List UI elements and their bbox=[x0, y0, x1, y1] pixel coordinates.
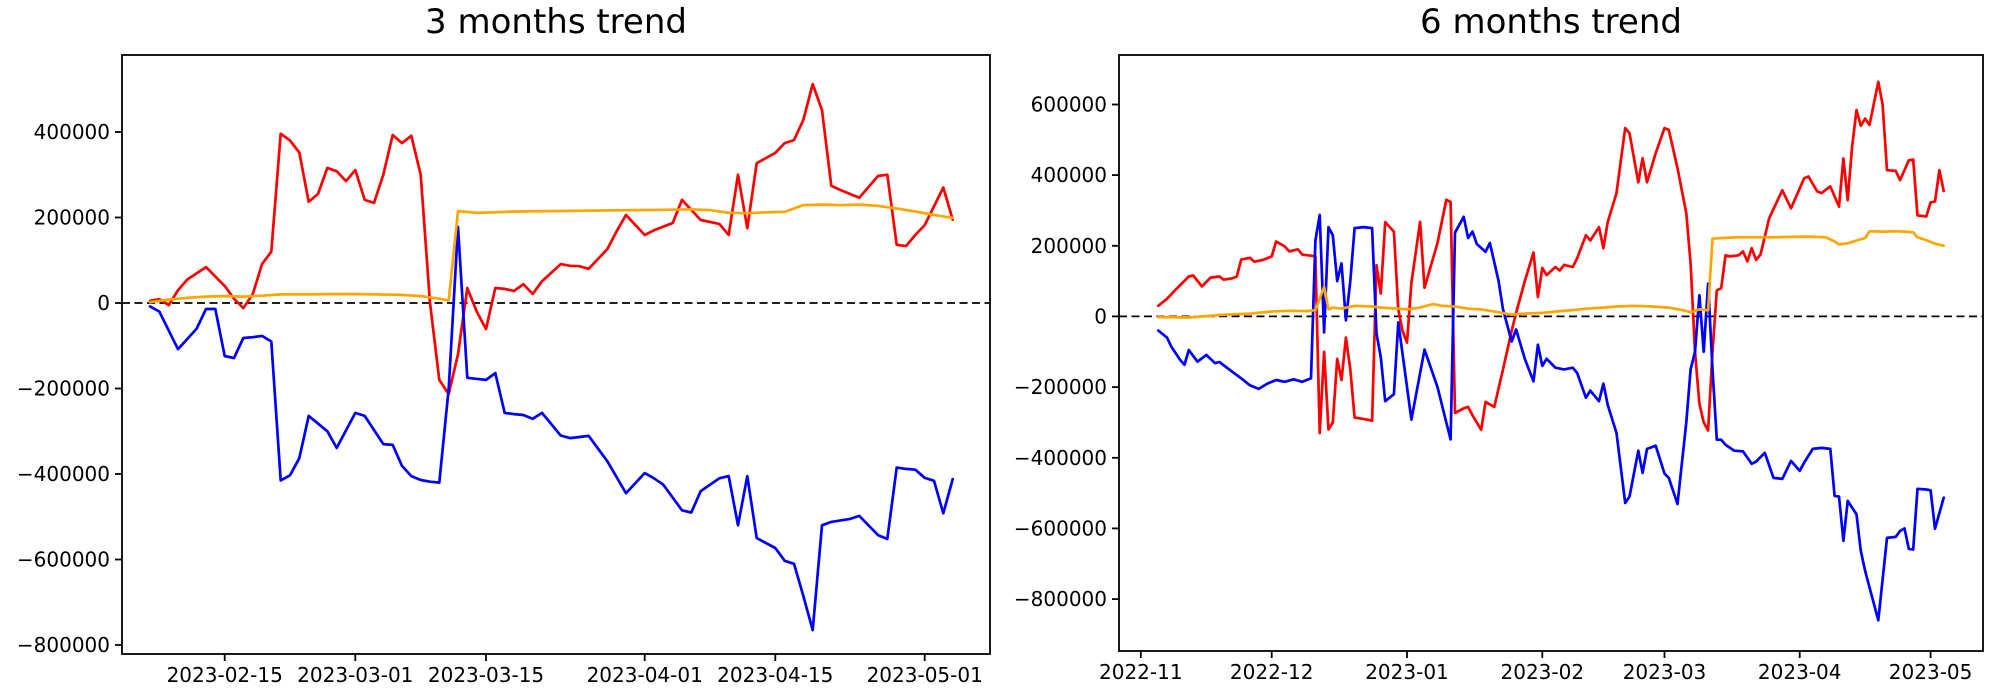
y-tick-label: 0 bbox=[1094, 304, 1107, 328]
series-orange bbox=[1156, 229, 1946, 319]
y-tick-label: −200000 bbox=[17, 377, 110, 401]
x-tick-label: 2023-02-15 bbox=[167, 663, 283, 687]
chart-title-6-months: 6 months trend bbox=[1420, 2, 1682, 42]
plot-area-6-months: 2022-11 2022-12 2023-01 2023-02 2023-03 2023-… bbox=[1014, 54, 1984, 684]
chart-3-months-trend: 3 months trend 2023-02-15 2023-03-01 2023-… bbox=[17, 2, 991, 687]
y-tick-label: −600000 bbox=[1014, 516, 1107, 540]
y-tick-label: −400000 bbox=[1014, 446, 1107, 470]
chart-6-months-trend: 6 months trend 2022-11 2022-12 2023-01 2023… bbox=[1014, 2, 1984, 684]
chart-title-3-months: 3 months trend bbox=[425, 2, 687, 42]
y-tick-label: −200000 bbox=[1014, 375, 1107, 399]
y-tick-label: −800000 bbox=[17, 633, 110, 657]
y-tick-label: 600000 bbox=[1031, 93, 1107, 117]
y-tick-label: −800000 bbox=[1014, 587, 1107, 611]
x-tick-label: 2023-01 bbox=[1365, 660, 1449, 684]
series-orange bbox=[148, 203, 955, 304]
x-tick-label: 2022-12 bbox=[1230, 660, 1314, 684]
x-tick-label: 2023-05-01 bbox=[867, 663, 983, 687]
x-tick-label: 2023-03-01 bbox=[297, 663, 413, 687]
x-tick-label: 2023-03-15 bbox=[428, 663, 544, 687]
axes-frame bbox=[121, 54, 991, 655]
y-tick-label: 200000 bbox=[34, 206, 110, 230]
x-tick-label: 2023-02 bbox=[1501, 660, 1585, 684]
x-tick-label: 2023-05 bbox=[1889, 660, 1973, 684]
series-blue bbox=[148, 225, 955, 632]
x-tick-label: 2023-04-01 bbox=[587, 663, 703, 687]
axes-frame bbox=[1118, 54, 1984, 652]
x-tick-label: 2023-04-15 bbox=[717, 663, 833, 687]
y-tick-label: 200000 bbox=[1031, 234, 1107, 258]
y-tick-label: 400000 bbox=[1031, 163, 1107, 187]
series-blue bbox=[1156, 213, 1946, 622]
plot-area-3-months: 2023-02-15 2023-03-01 2023-03-15 2023-04-01… bbox=[17, 54, 991, 687]
y-tick-label: 0 bbox=[97, 291, 110, 315]
x-tick-label: 2022-11 bbox=[1099, 660, 1183, 684]
y-tick-label: −400000 bbox=[17, 462, 110, 486]
x-tick-label: 2023-04 bbox=[1758, 660, 1842, 684]
series-red bbox=[1156, 80, 1946, 435]
y-tick-label: 400000 bbox=[34, 120, 110, 144]
x-tick-label: 2023-03 bbox=[1623, 660, 1707, 684]
y-tick-label: −600000 bbox=[17, 548, 110, 572]
series-red bbox=[148, 82, 955, 396]
